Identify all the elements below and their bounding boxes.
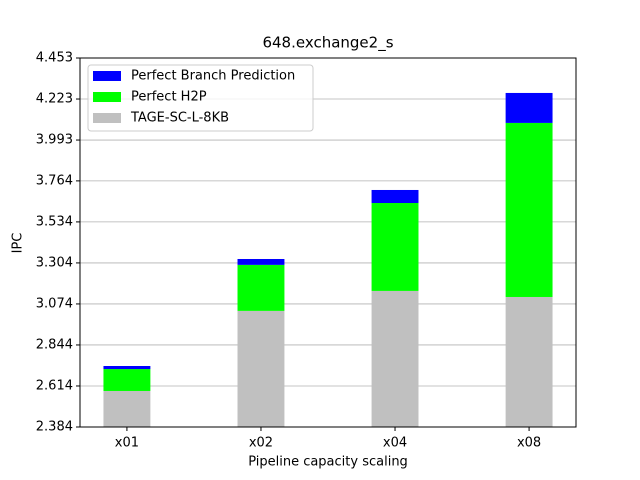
- y-tick-label: 2.384: [36, 420, 73, 435]
- legend: Perfect Branch Prediction Perfect H2P TAGE…: [87, 64, 314, 132]
- bar-segment: [371, 202, 419, 291]
- bar-segment: [505, 296, 553, 427]
- legend-swatch: [93, 71, 121, 81]
- y-tick-label: 3.074: [36, 296, 73, 311]
- bar-segment: [237, 310, 285, 427]
- y-tick-label: 2.844: [36, 337, 73, 352]
- y-tick-label: 2.614: [36, 378, 73, 393]
- bar-segment: [237, 264, 285, 311]
- x-axis-label: Pipeline capacity scaling: [248, 455, 408, 470]
- y-axis-label: IPC: [11, 233, 26, 254]
- chart-title: 648.exchange2_s: [262, 34, 393, 53]
- x-tick-label: x01: [115, 436, 139, 451]
- legend-label: Perfect H2P: [131, 90, 207, 105]
- legend-swatch: [93, 113, 121, 123]
- bar-segment: [505, 122, 553, 297]
- bar-segment: [371, 189, 419, 203]
- bars: [103, 92, 553, 427]
- x-tick-label: x04: [383, 436, 407, 451]
- bar-segment: [103, 366, 151, 370]
- legend-box: [87, 64, 314, 132]
- bar-segment: [103, 369, 151, 391]
- x-tick-label: x08: [517, 436, 541, 451]
- bar-segment: [371, 290, 419, 427]
- bar-segment: [237, 258, 285, 265]
- y-tick-label: 4.453: [36, 51, 73, 66]
- bar-segment: [505, 92, 553, 123]
- y-tick-label: 3.304: [36, 255, 73, 270]
- legend-label: TAGE-SC-L-8KB: [130, 111, 229, 126]
- y-tick-label: 4.223: [36, 92, 73, 107]
- y-tick-label: 3.534: [36, 214, 73, 229]
- legend-label: Perfect Branch Prediction: [131, 69, 295, 84]
- x-tick-label: x02: [249, 436, 273, 451]
- bar-segment: [103, 390, 151, 427]
- legend-swatch: [93, 92, 121, 102]
- y-tick-label: 3.764: [36, 173, 73, 188]
- plot-frame: [79, 57, 577, 428]
- y-tick-label: 3.993: [36, 133, 73, 148]
- grid: 2.384 2.614 2.844 3.074 3.304 3.534 3.764 3.993…: [36, 51, 576, 451]
